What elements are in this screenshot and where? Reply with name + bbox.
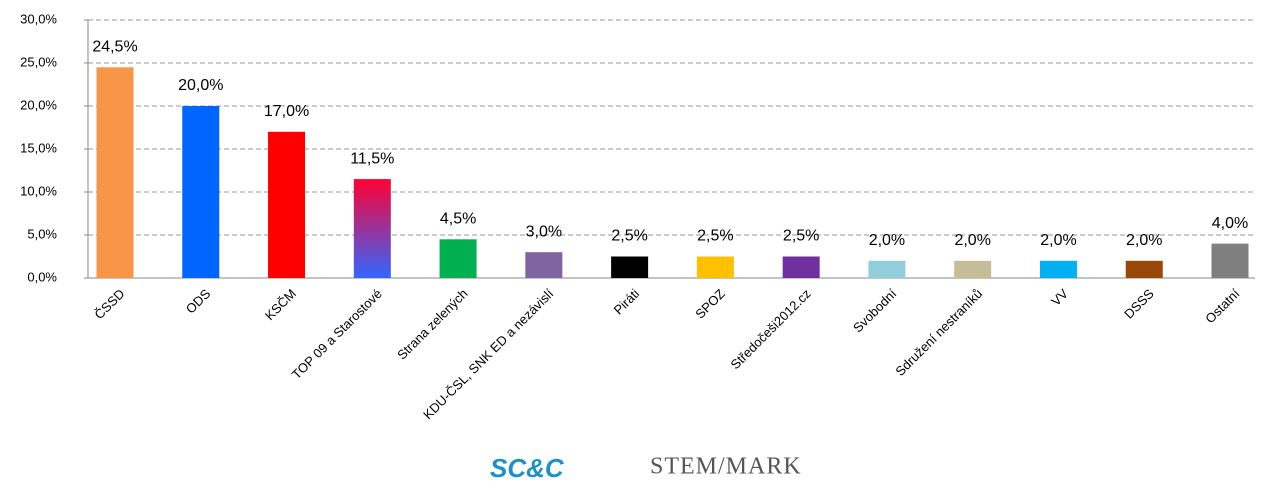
y-tick-label: 25,0%: [20, 54, 57, 69]
y-tick-label: 10,0%: [20, 183, 57, 198]
bar: [868, 260, 906, 278]
x-tick-label: KSČM: [262, 286, 299, 323]
y-tick-label: 5,0%: [27, 226, 57, 241]
x-tick-label: Svobodní: [850, 286, 900, 336]
bar: [182, 106, 220, 278]
bar: [1211, 243, 1249, 278]
bar: [96, 67, 134, 278]
logo: SC&C: [490, 453, 565, 483]
x-tick-label: ODS: [183, 286, 214, 317]
y-tick-label: 0,0%: [27, 269, 57, 284]
bar: [611, 256, 649, 278]
value-label: 2,5%: [783, 228, 819, 245]
bar: [439, 239, 477, 278]
x-tick-label: Strana zelených: [394, 286, 471, 363]
value-label: 2,5%: [697, 228, 733, 245]
value-label: 11,5%: [350, 150, 394, 167]
value-label: 2,5%: [611, 228, 647, 245]
bar: [954, 260, 992, 278]
bar: [1039, 260, 1077, 278]
bar: [525, 252, 563, 278]
x-tick-label: SPOZ: [692, 286, 728, 322]
value-label: 24,5%: [92, 39, 137, 56]
value-label: 2,0%: [954, 232, 990, 249]
x-tick-label: ČSSD: [91, 286, 127, 322]
value-label: 2,0%: [869, 232, 905, 249]
value-label: 3,0%: [526, 223, 562, 240]
y-tick-label: 15,0%: [20, 140, 57, 155]
value-label: 2,0%: [1126, 232, 1162, 249]
bar: [268, 131, 306, 278]
logo: STEM/MARK: [650, 454, 802, 480]
x-tick-label: Ostatní: [1202, 286, 1243, 327]
x-tick-label: VV: [1048, 286, 1071, 309]
value-label: 4,0%: [1212, 215, 1248, 232]
value-label: 20,0%: [178, 77, 223, 94]
value-label: 4,5%: [440, 211, 476, 228]
bar: [782, 256, 820, 278]
bar: [353, 179, 391, 278]
x-tick-label: TOP 09 a Starostové: [289, 286, 385, 382]
x-tick-label: DSSS: [1121, 286, 1157, 322]
x-tick-label: Středočeši2012.cz: [727, 286, 813, 372]
value-label: 17,0%: [264, 103, 309, 120]
x-tick-label: Sdružení nestraníků: [892, 286, 985, 379]
value-label: 2,0%: [1040, 232, 1076, 249]
x-tick-label: Piráti: [611, 286, 643, 318]
bar: [696, 256, 734, 278]
y-tick-label: 20,0%: [20, 97, 57, 112]
y-tick-label: 30,0%: [20, 11, 57, 26]
bar: [1125, 260, 1163, 278]
